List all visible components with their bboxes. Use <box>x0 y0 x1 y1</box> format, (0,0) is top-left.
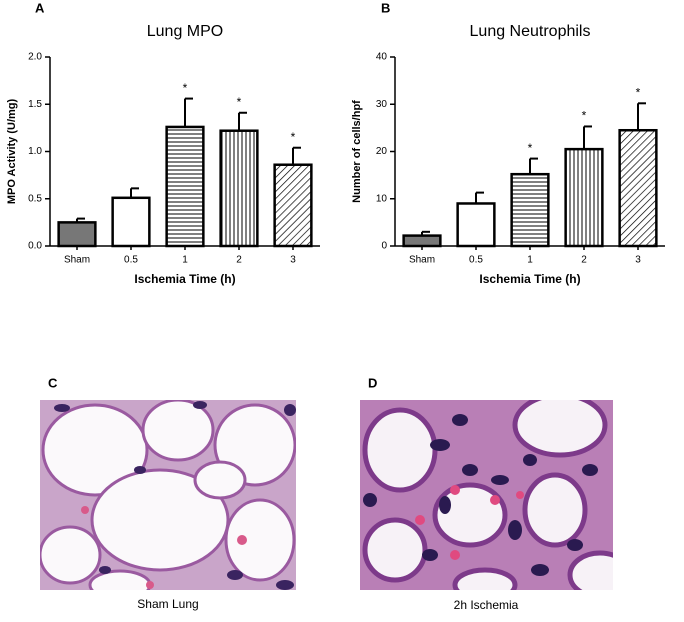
bar <box>273 163 313 248</box>
significance-mark: * <box>291 130 296 144</box>
histology-image <box>360 400 613 590</box>
y-tick-label: 0 <box>381 241 387 252</box>
y-tick-label: 1.0 <box>28 146 42 157</box>
bar <box>510 172 550 248</box>
x-tick-label: 3 <box>635 255 641 266</box>
x-tick-label: 2 <box>236 255 242 266</box>
panel-label: B <box>381 0 390 15</box>
panel-label: A <box>35 0 45 15</box>
y-tick-label: 0.0 <box>28 241 42 252</box>
x-tick-label: Sham <box>409 255 435 266</box>
y-axis-label: Number of cells/hpf <box>351 100 363 203</box>
y-axis-label: MPO Activity (U/mg) <box>6 99 18 205</box>
y-tick-label: 2.0 <box>28 52 42 63</box>
x-axis-label: Ischemia Time (h) <box>479 272 580 286</box>
x-tick-label: 0.5 <box>124 255 138 266</box>
bar <box>402 234 442 248</box>
x-tick-label: 1 <box>527 255 533 266</box>
significance-mark: * <box>528 141 533 155</box>
bar <box>165 125 205 248</box>
x-axis-label: Ischemia Time (h) <box>134 272 235 286</box>
significance-mark: * <box>582 109 587 123</box>
x-tick-label: 2 <box>581 255 587 266</box>
y-tick-label: 40 <box>376 52 388 63</box>
y-tick-label: 30 <box>376 99 388 110</box>
x-tick-label: 3 <box>290 255 296 266</box>
x-tick-label: 0.5 <box>469 255 483 266</box>
bar <box>57 221 97 248</box>
bar <box>618 128 658 248</box>
image-caption: 2h Ischemia <box>454 598 519 612</box>
panel-label: C <box>48 375 58 390</box>
image-caption: Sham Lung <box>137 597 198 611</box>
significance-mark: * <box>183 81 188 95</box>
chart-title: Lung Neutrophils <box>470 23 591 40</box>
x-tick-label: Sham <box>64 255 90 266</box>
y-tick-label: 10 <box>376 193 388 204</box>
histology-image <box>40 400 296 590</box>
significance-mark: * <box>636 85 641 99</box>
bar <box>111 196 151 248</box>
y-tick-label: 0.5 <box>28 193 42 204</box>
panel-label: D <box>368 375 377 390</box>
bar <box>219 129 259 248</box>
x-tick-label: 1 <box>182 255 188 266</box>
significance-mark: * <box>237 95 242 109</box>
bar <box>564 147 604 248</box>
y-tick-label: 1.5 <box>28 99 42 110</box>
bar <box>456 202 496 248</box>
chart-title: Lung MPO <box>147 23 223 40</box>
y-tick-label: 20 <box>376 146 388 157</box>
